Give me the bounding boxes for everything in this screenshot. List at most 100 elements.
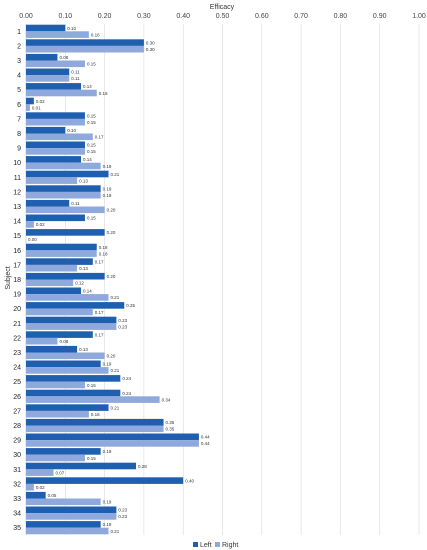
- category-label: 23: [13, 350, 21, 357]
- bar-right: [26, 308, 93, 316]
- category-label: 11: [14, 175, 21, 182]
- data-label-left: 0.15: [87, 143, 96, 148]
- category-label: 4: [17, 73, 21, 80]
- x-tick-label: 0.20: [98, 13, 112, 20]
- bar-left: [26, 229, 105, 236]
- data-label-left: 0.05: [48, 493, 57, 498]
- bar-right: [26, 279, 74, 287]
- data-label-right: 0.15: [87, 62, 96, 67]
- bar-right: [26, 75, 70, 82]
- data-label-left: 0.20: [107, 230, 116, 235]
- bar-left: [26, 448, 101, 455]
- category-label: 2: [17, 43, 21, 50]
- data-label-right: 0.20: [107, 208, 116, 213]
- data-label-left: 0.19: [103, 449, 112, 454]
- data-label-right: 0.23: [118, 514, 127, 519]
- data-label-right: 0.07: [56, 470, 65, 475]
- bar-right: [26, 45, 144, 53]
- category-label: 8: [17, 131, 21, 138]
- data-label-right: 0.19: [103, 193, 112, 198]
- bar-right: [26, 162, 101, 170]
- bar-left: [26, 53, 58, 61]
- x-tick-label: 0.60: [255, 13, 269, 20]
- bar-left: [26, 68, 70, 76]
- data-label-left: 0.18: [99, 245, 108, 250]
- data-label-left: 0.13: [79, 347, 88, 352]
- data-label-right: 0.19: [103, 164, 112, 169]
- legend-label-right: Right: [222, 542, 238, 549]
- category-label: 22: [13, 335, 21, 342]
- data-label-left: 0.14: [83, 289, 92, 294]
- category-label: 19: [13, 292, 21, 299]
- data-label-right: 0.15: [87, 383, 96, 388]
- bar-right: [26, 177, 78, 184]
- category-label: 21: [13, 321, 21, 328]
- bar-right: [26, 148, 85, 155]
- data-label-right: 0.16: [91, 412, 100, 417]
- data-label-right: 0.18: [99, 91, 108, 96]
- category-label: 32: [13, 481, 21, 488]
- category-label: 12: [13, 189, 21, 196]
- data-label-right: 0.21: [111, 295, 120, 300]
- data-label-left: 0.14: [83, 157, 92, 162]
- bar-left: [26, 360, 101, 368]
- data-label-left: 0.19: [103, 362, 112, 367]
- bar-left: [26, 141, 85, 149]
- category-label: 15: [13, 233, 21, 240]
- category-label: 10: [13, 160, 21, 167]
- category-label: 33: [13, 496, 21, 503]
- data-label-right: 0.21: [111, 368, 120, 373]
- data-label-left: 0.21: [111, 405, 120, 410]
- category-label: 16: [13, 248, 21, 255]
- bar-right: [26, 527, 109, 535]
- category-label: 28: [13, 423, 21, 430]
- bar-right: [26, 337, 58, 345]
- bar-right: [26, 221, 34, 228]
- category-label: 1: [17, 29, 21, 36]
- category-label: 20: [13, 306, 21, 313]
- bar-left: [26, 331, 93, 338]
- category-label: 35: [13, 525, 21, 532]
- bar-left: [26, 433, 199, 441]
- bar-right: [26, 483, 34, 491]
- data-labels: 0.100.160.300.300.080.150.110.110.140.18…: [28, 26, 210, 534]
- data-label-right: 0.20: [107, 354, 116, 359]
- x-tick-label: 0.40: [176, 13, 190, 20]
- x-tick-label: 0.80: [334, 13, 348, 20]
- data-label-right: 0.02: [36, 222, 45, 227]
- bar-right: [26, 323, 117, 330]
- data-label-right: 0.15: [87, 456, 96, 461]
- data-label-left: 0.10: [67, 128, 76, 133]
- bar-left: [26, 477, 184, 484]
- data-label-right: 0.18: [99, 251, 108, 256]
- bar-left: [26, 272, 105, 280]
- data-label-right: 0.30: [146, 47, 155, 52]
- bar-right: [26, 454, 85, 462]
- category-label: 25: [13, 379, 21, 386]
- data-label-left: 0.15: [87, 216, 96, 221]
- bar-right: [26, 367, 109, 374]
- bar-left: [26, 521, 101, 528]
- data-label-left: 0.40: [185, 478, 194, 483]
- data-label-right: 0.15: [87, 120, 96, 125]
- data-label-left: 0.02: [36, 99, 45, 104]
- data-label-right: 0.13: [79, 178, 88, 183]
- data-label-right: 0.17: [95, 310, 104, 315]
- bar-right: [26, 425, 164, 433]
- data-label-right: 0.11: [71, 76, 80, 81]
- data-label-right: 0.12: [75, 281, 84, 286]
- category-label: 29: [13, 438, 21, 445]
- category-label: 13: [13, 204, 21, 211]
- bar-left: [26, 156, 82, 163]
- data-label-right: 0.21: [111, 529, 120, 534]
- x-tick-label: 0.90: [373, 13, 387, 20]
- bar-right: [26, 118, 85, 126]
- category-label: 6: [17, 102, 21, 109]
- data-label-right: 0.35: [166, 427, 175, 432]
- category-labels: 1234567891011121314151617181920212223242…: [13, 29, 21, 532]
- bar-right: [26, 513, 117, 520]
- data-label-left: 0.11: [71, 201, 80, 206]
- bar-right: [26, 104, 30, 111]
- category-label: 5: [17, 87, 21, 94]
